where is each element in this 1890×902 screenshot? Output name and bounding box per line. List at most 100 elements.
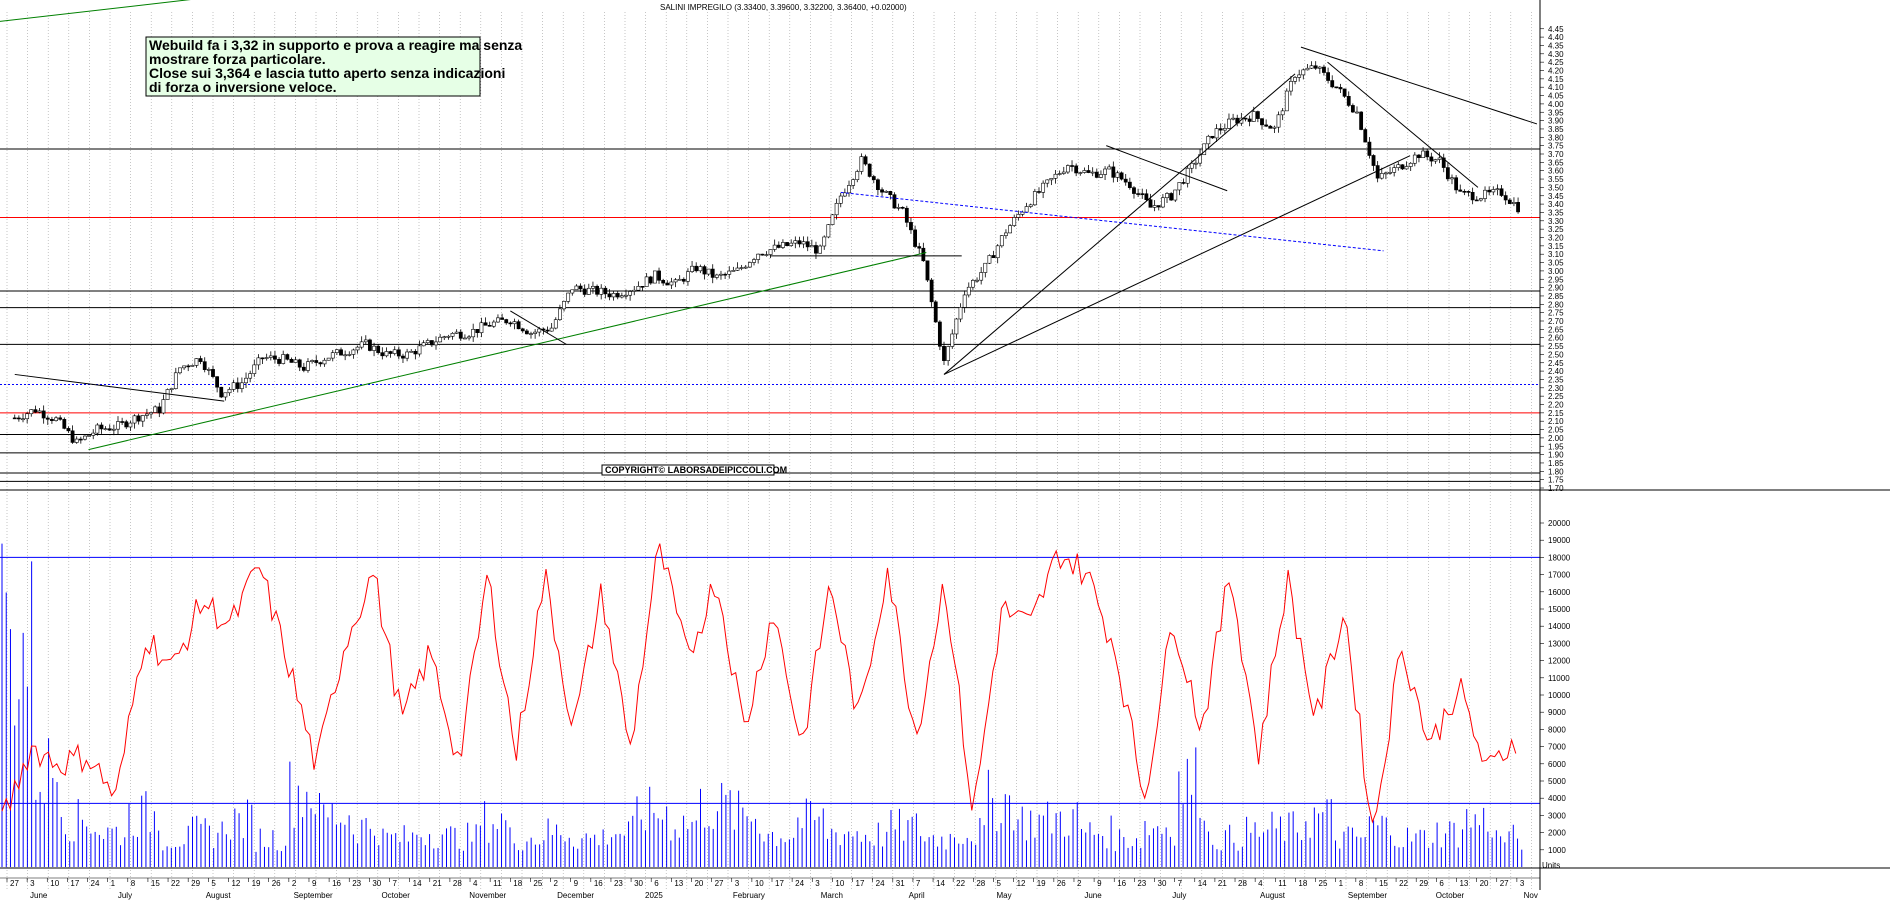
date-tick-label: 11 <box>1278 879 1287 888</box>
price-tick-label: 3.40 <box>1548 200 1564 209</box>
candle-body <box>615 293 620 298</box>
candle-body <box>326 357 331 361</box>
candle-body <box>1086 170 1091 173</box>
month-label: Nov <box>1524 891 1538 900</box>
candle-body <box>888 191 893 195</box>
candle-body <box>223 392 228 398</box>
price-tick-label: 1.80 <box>1548 467 1564 476</box>
candle-body <box>1053 173 1058 179</box>
candle-body <box>413 350 418 355</box>
candle-body <box>842 192 847 197</box>
date-tick-label: 25 <box>533 879 542 888</box>
price-tick-label: 1.70 <box>1548 484 1564 493</box>
candle-body <box>1243 117 1248 120</box>
month-label: November <box>469 891 506 900</box>
candle-body <box>578 285 583 290</box>
candle-body <box>1049 178 1054 181</box>
candle-body <box>1487 189 1492 193</box>
candle-body <box>657 270 661 281</box>
candle-body <box>434 341 438 346</box>
candle-body <box>830 214 835 225</box>
candle-body <box>396 349 401 357</box>
trendline <box>1327 61 1479 188</box>
date-tick-label: 27 <box>1500 879 1509 888</box>
candle-body <box>1317 66 1322 69</box>
candle-body <box>417 345 422 355</box>
candle-body <box>120 421 125 423</box>
candle-body <box>863 156 868 165</box>
date-tick-label: 21 <box>433 879 442 888</box>
date-tick-label: 3 <box>735 879 740 888</box>
date-tick-label: 29 <box>191 879 200 888</box>
candle-body <box>248 373 253 379</box>
price-tick-label: 4.15 <box>1548 75 1564 84</box>
candle-body <box>619 295 624 298</box>
volume-tick-label: 20000 <box>1548 519 1571 528</box>
candle-body <box>1346 96 1351 106</box>
candle-body <box>1045 179 1050 184</box>
annotation-line-2: mostrare forza particolare. <box>149 51 326 67</box>
date-tick-label: 4 <box>1258 879 1263 888</box>
candle-body <box>281 354 286 364</box>
candle-body <box>450 333 455 337</box>
month-label: September <box>1348 891 1387 900</box>
candle-body <box>524 330 529 335</box>
price-tick-label: 3.50 <box>1548 183 1564 192</box>
candle-body <box>1516 202 1520 213</box>
candle-body <box>182 365 186 369</box>
candle-body <box>533 331 538 334</box>
date-tick-label: 10 <box>835 879 844 888</box>
volume-tick-label: 13000 <box>1548 639 1571 648</box>
candle-body <box>1251 111 1256 122</box>
price-tick-label: 4.20 <box>1548 67 1564 76</box>
date-tick-label: 25 <box>1319 879 1328 888</box>
candle-body <box>421 342 426 347</box>
candle-body <box>1169 193 1174 201</box>
price-tick-label: 2.45 <box>1548 359 1564 368</box>
price-tick-label: 3.00 <box>1548 267 1564 276</box>
candle-body <box>194 358 199 366</box>
candle-body <box>314 360 319 363</box>
candle-body <box>202 361 207 370</box>
candle-body <box>1090 171 1095 174</box>
volume-tick-label: 7000 <box>1548 743 1566 752</box>
date-tick-label: 30 <box>372 879 381 888</box>
date-tick-label: 26 <box>1057 879 1066 888</box>
candle-body <box>896 207 901 209</box>
candle-body <box>1421 150 1425 158</box>
candle-body <box>603 287 608 295</box>
candle-body <box>1194 162 1198 165</box>
volume-tick-label: 16000 <box>1548 588 1571 597</box>
candle-body <box>504 319 509 324</box>
candle-body <box>702 266 707 275</box>
candle-body <box>1260 118 1264 126</box>
candle-body <box>339 349 343 356</box>
price-tick-label: 4.45 <box>1548 25 1564 34</box>
candle-body <box>574 285 579 291</box>
candle-body <box>442 336 447 339</box>
candle-body <box>942 346 946 361</box>
candle-body <box>677 278 682 281</box>
candle-body <box>252 364 257 374</box>
candle-body <box>933 301 938 323</box>
price-tick-label: 3.90 <box>1548 117 1564 126</box>
candle-body <box>529 333 533 335</box>
date-tick-label: 15 <box>1379 879 1388 888</box>
candle-body <box>1272 126 1277 129</box>
candle-body <box>1152 205 1157 208</box>
candle-body <box>673 279 678 283</box>
candle-body <box>520 328 525 332</box>
candle-body <box>1264 124 1269 127</box>
candle-body <box>1450 177 1454 180</box>
candle-body <box>785 242 789 246</box>
date-tick-label: 2 <box>554 879 559 888</box>
candle-body <box>971 280 975 288</box>
candle-body <box>1338 87 1343 90</box>
candle-body <box>562 301 566 310</box>
copyright-text: COPYRIGHT© LABORSADEIPICCOLI.COM <box>605 465 787 475</box>
candle-body <box>260 357 265 360</box>
candles <box>12 61 1520 444</box>
candle-body <box>752 259 756 263</box>
candle-body <box>1057 173 1062 175</box>
candle-body <box>624 294 628 297</box>
